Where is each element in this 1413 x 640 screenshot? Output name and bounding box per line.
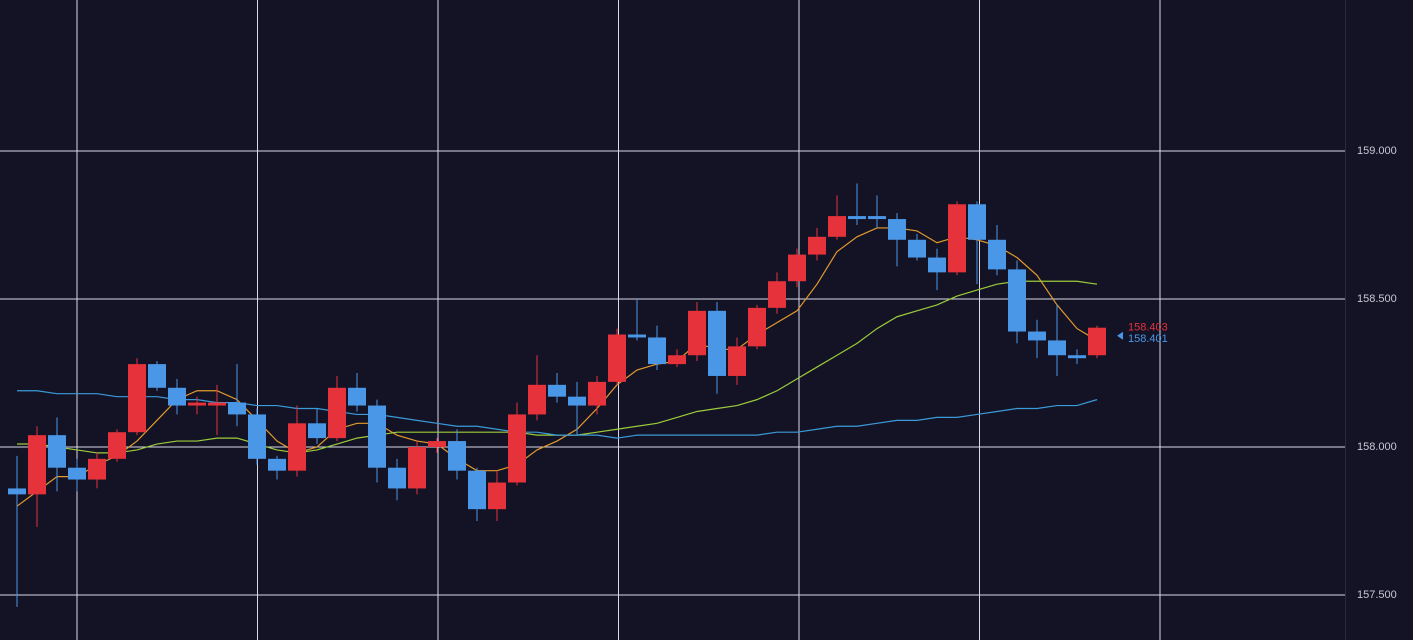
price-label: 158.403 [1128,322,1168,334]
price-label: 158.401 [1128,333,1168,345]
candle-body [1008,269,1026,332]
candle-body [148,364,166,388]
y-tick-label: 158.500 [1357,293,1397,305]
candle-body [468,470,486,510]
candle-body [648,337,666,365]
candle-body [68,467,86,480]
candle-body [168,387,186,406]
y-tick-label: 159.000 [1357,145,1397,157]
candle-body [888,219,906,240]
candle-body [1048,340,1066,356]
candle-body [728,346,746,376]
candle-body [508,414,526,483]
vertical-grid [76,0,1161,640]
candle-body [868,216,886,220]
candle-body [428,441,446,447]
candle-body [828,216,846,237]
candle-body [1088,327,1106,356]
candle-body [28,435,46,495]
candle-body [308,423,326,439]
candle-body [788,254,806,282]
candle-body [128,364,146,433]
candle-body [1028,331,1046,341]
candle-body [608,334,626,382]
price-marker [1117,331,1123,340]
candle-body [208,402,226,406]
candle-body [388,467,406,489]
candle-body [688,310,706,356]
candle-body [908,239,926,258]
candle-body [108,432,126,459]
candle-body [348,387,366,406]
moving-average-line [16,227,1098,507]
candle-body [948,204,966,273]
candle-body [548,384,566,397]
candle-body [1068,355,1086,359]
candle-body [588,381,606,406]
candle-body [328,387,346,439]
candle-body [48,435,66,468]
candle-body [968,204,986,240]
candle-body [748,307,766,347]
candle-body [188,402,206,406]
candle-body [668,355,686,365]
y-tick-label: 158.000 [1357,441,1397,453]
candle-body [988,239,1006,270]
candle-body [768,281,786,308]
candle-body [848,216,866,220]
candle-body [488,482,506,510]
candle-body [368,405,386,468]
candle-body [928,257,946,273]
candle-body [808,236,826,255]
candle-body [228,402,246,415]
candle-body [248,414,266,459]
candle-body [628,334,646,338]
candle-body [448,441,466,471]
candle-body [8,488,26,495]
candle-body [708,310,726,376]
candle-body [568,396,586,406]
candle-body [528,384,546,415]
candle-body [268,458,286,471]
candle-body [408,446,426,489]
y-tick-label: 157.500 [1357,589,1397,601]
candle-body [88,458,106,480]
candle-body [288,423,306,471]
